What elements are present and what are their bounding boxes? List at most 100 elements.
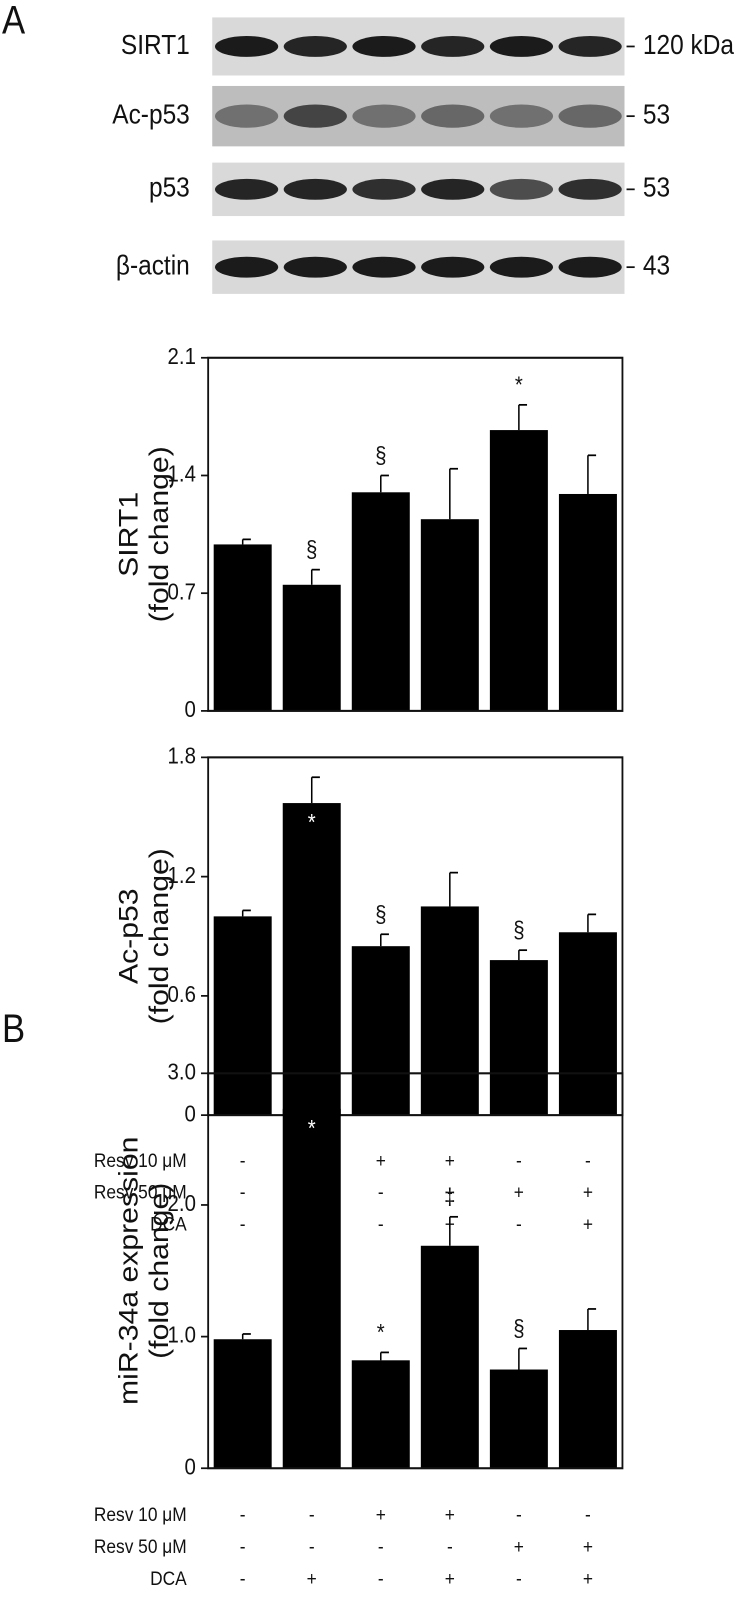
blot-band [489,256,554,278]
treatment-sign: - [516,1503,522,1525]
treatment-sign: - [378,1181,384,1203]
y-tick-label: 1.0 [168,1322,196,1349]
annotation: * [515,371,523,398]
y-tick-label: 0 [185,696,196,723]
blot-strip [212,85,625,147]
panel-label: A [2,0,25,42]
bar [420,906,479,1116]
treatment-sign: - [309,1535,315,1557]
bar [282,1108,341,1469]
treatment-label: DCA [150,1213,187,1235]
blot-band [352,256,416,278]
y-tick-label: 0 [185,1453,196,1480]
bar [558,932,617,1116]
treatment-sign: + [514,1535,524,1557]
treatment-sign: - [240,1149,246,1171]
bar [351,492,410,711]
treatment-sign: - [585,1503,591,1525]
treatment-label: Resv 50 μM [94,1181,187,1203]
y-tick-label: 2.1 [168,343,196,370]
treatment-sign: + [445,1149,455,1171]
y-axis-unit: (fold change) [145,1183,175,1359]
bar [213,1339,272,1469]
treatment-sign: - [240,1181,246,1203]
blot-size: 120 kDa [643,28,735,60]
treatment-sign: + [376,1503,386,1525]
annotation: § [513,916,524,943]
treatment-sign: + [376,1149,386,1171]
blot-band [283,178,347,200]
treatment-sign: - [585,1149,591,1171]
blot-band [421,178,485,200]
y-tick-label: 0.6 [168,981,196,1008]
blot-label: p53 [149,171,190,203]
y-tick-label: 0.7 [168,578,196,605]
y-axis-unit: (fold change) [145,848,175,1024]
treatment-sign: - [240,1213,246,1235]
treatment-sign: + [583,1535,593,1557]
treatment-sign: - [240,1503,246,1525]
y-tick-label: 1.2 [168,862,196,889]
blot-size: 53 [643,171,670,203]
treatment-sign: + [445,1503,455,1525]
y-tick-label: 0 [185,1100,196,1127]
annotation: * [308,1115,316,1142]
blot-size: 53 [643,98,670,130]
treatment-sign: - [516,1213,522,1235]
plot-frame [207,1072,624,1470]
annotation: * [377,1319,385,1346]
y-axis-unit: (fold change) [145,446,175,622]
annotation: * [308,809,316,836]
annotation: § [513,1315,524,1342]
y-axis-label: Ac-p53 [114,888,144,984]
blot-label: Ac-p53 [112,98,190,130]
blot-band [283,36,347,57]
blot-band [283,256,347,278]
treatment-label: Resv 10 μM [94,1149,187,1171]
blot-band [558,178,622,200]
blot-band [558,36,622,57]
annotation: § [375,901,386,928]
blot-band [421,256,485,278]
treatment-sign: + [583,1181,593,1203]
bar [351,946,410,1116]
plot-frame [207,756,624,1117]
treatment-sign: + [583,1567,593,1589]
annotation: ‡ [444,1183,455,1210]
blot-band [558,104,622,128]
blot-band [214,36,279,57]
bar [351,1360,410,1469]
blot-strip [212,240,625,294]
blot-band [352,178,416,200]
blot-band [489,36,554,57]
plot-frame [207,356,624,712]
blot-band [352,104,416,128]
blot-band [352,36,416,57]
blot-band [214,256,279,278]
blot-band [489,104,554,128]
bar [213,916,272,1116]
blot-size: 43 [643,249,670,281]
blot-label: SIRT1 [121,28,190,60]
treatment-sign: - [378,1213,384,1235]
bar [282,803,341,1116]
treatment-sign: + [307,1567,317,1589]
treatment-sign: + [445,1567,455,1589]
y-axis-label: SIRT1 [114,492,144,577]
treatment-sign: + [514,1181,524,1203]
blot-strip [212,162,625,217]
treatment-sign: - [516,1567,522,1589]
y-axis-label: miR-34a expression [114,1137,144,1405]
treatment-sign: - [240,1567,246,1589]
y-tick-label: 1.8 [168,742,196,769]
y-tick-label: 1.4 [168,460,196,487]
treatment-sign: - [378,1535,384,1557]
bar [282,584,341,711]
bar [420,519,479,711]
bar [420,1245,479,1469]
y-tick-label: 3.0 [168,1058,196,1085]
treatment-sign: - [447,1181,453,1203]
treatment-sign: - [378,1567,384,1589]
bar [558,1330,617,1469]
